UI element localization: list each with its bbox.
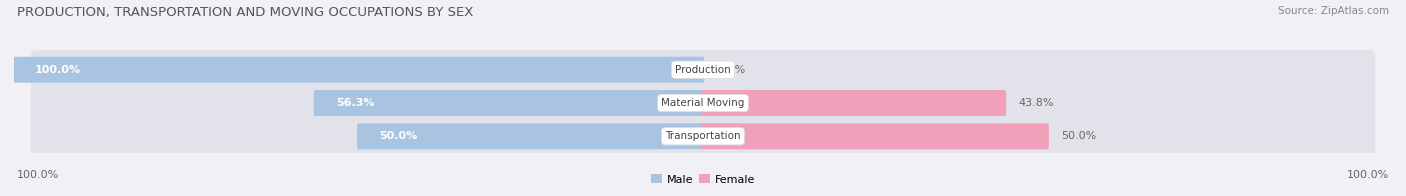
Text: 43.8%: 43.8%: [1018, 98, 1054, 108]
FancyBboxPatch shape: [702, 90, 1007, 116]
Text: 56.3%: 56.3%: [336, 98, 374, 108]
FancyBboxPatch shape: [13, 57, 704, 83]
Text: Production: Production: [675, 65, 731, 75]
Text: 0.0%: 0.0%: [717, 65, 745, 75]
Text: Transportation: Transportation: [665, 131, 741, 141]
FancyBboxPatch shape: [31, 117, 1375, 156]
Legend: Male, Female: Male, Female: [647, 170, 759, 189]
Text: Material Moving: Material Moving: [661, 98, 745, 108]
FancyBboxPatch shape: [702, 123, 1049, 149]
Text: PRODUCTION, TRANSPORTATION AND MOVING OCCUPATIONS BY SEX: PRODUCTION, TRANSPORTATION AND MOVING OC…: [17, 6, 474, 19]
FancyBboxPatch shape: [314, 90, 704, 116]
FancyBboxPatch shape: [31, 50, 1375, 89]
Text: 100.0%: 100.0%: [1347, 170, 1389, 180]
Text: 100.0%: 100.0%: [17, 170, 59, 180]
FancyBboxPatch shape: [31, 83, 1375, 123]
Text: 100.0%: 100.0%: [35, 65, 80, 75]
Text: 50.0%: 50.0%: [380, 131, 418, 141]
FancyBboxPatch shape: [357, 123, 704, 149]
Text: 50.0%: 50.0%: [1062, 131, 1097, 141]
Text: Source: ZipAtlas.com: Source: ZipAtlas.com: [1278, 6, 1389, 16]
